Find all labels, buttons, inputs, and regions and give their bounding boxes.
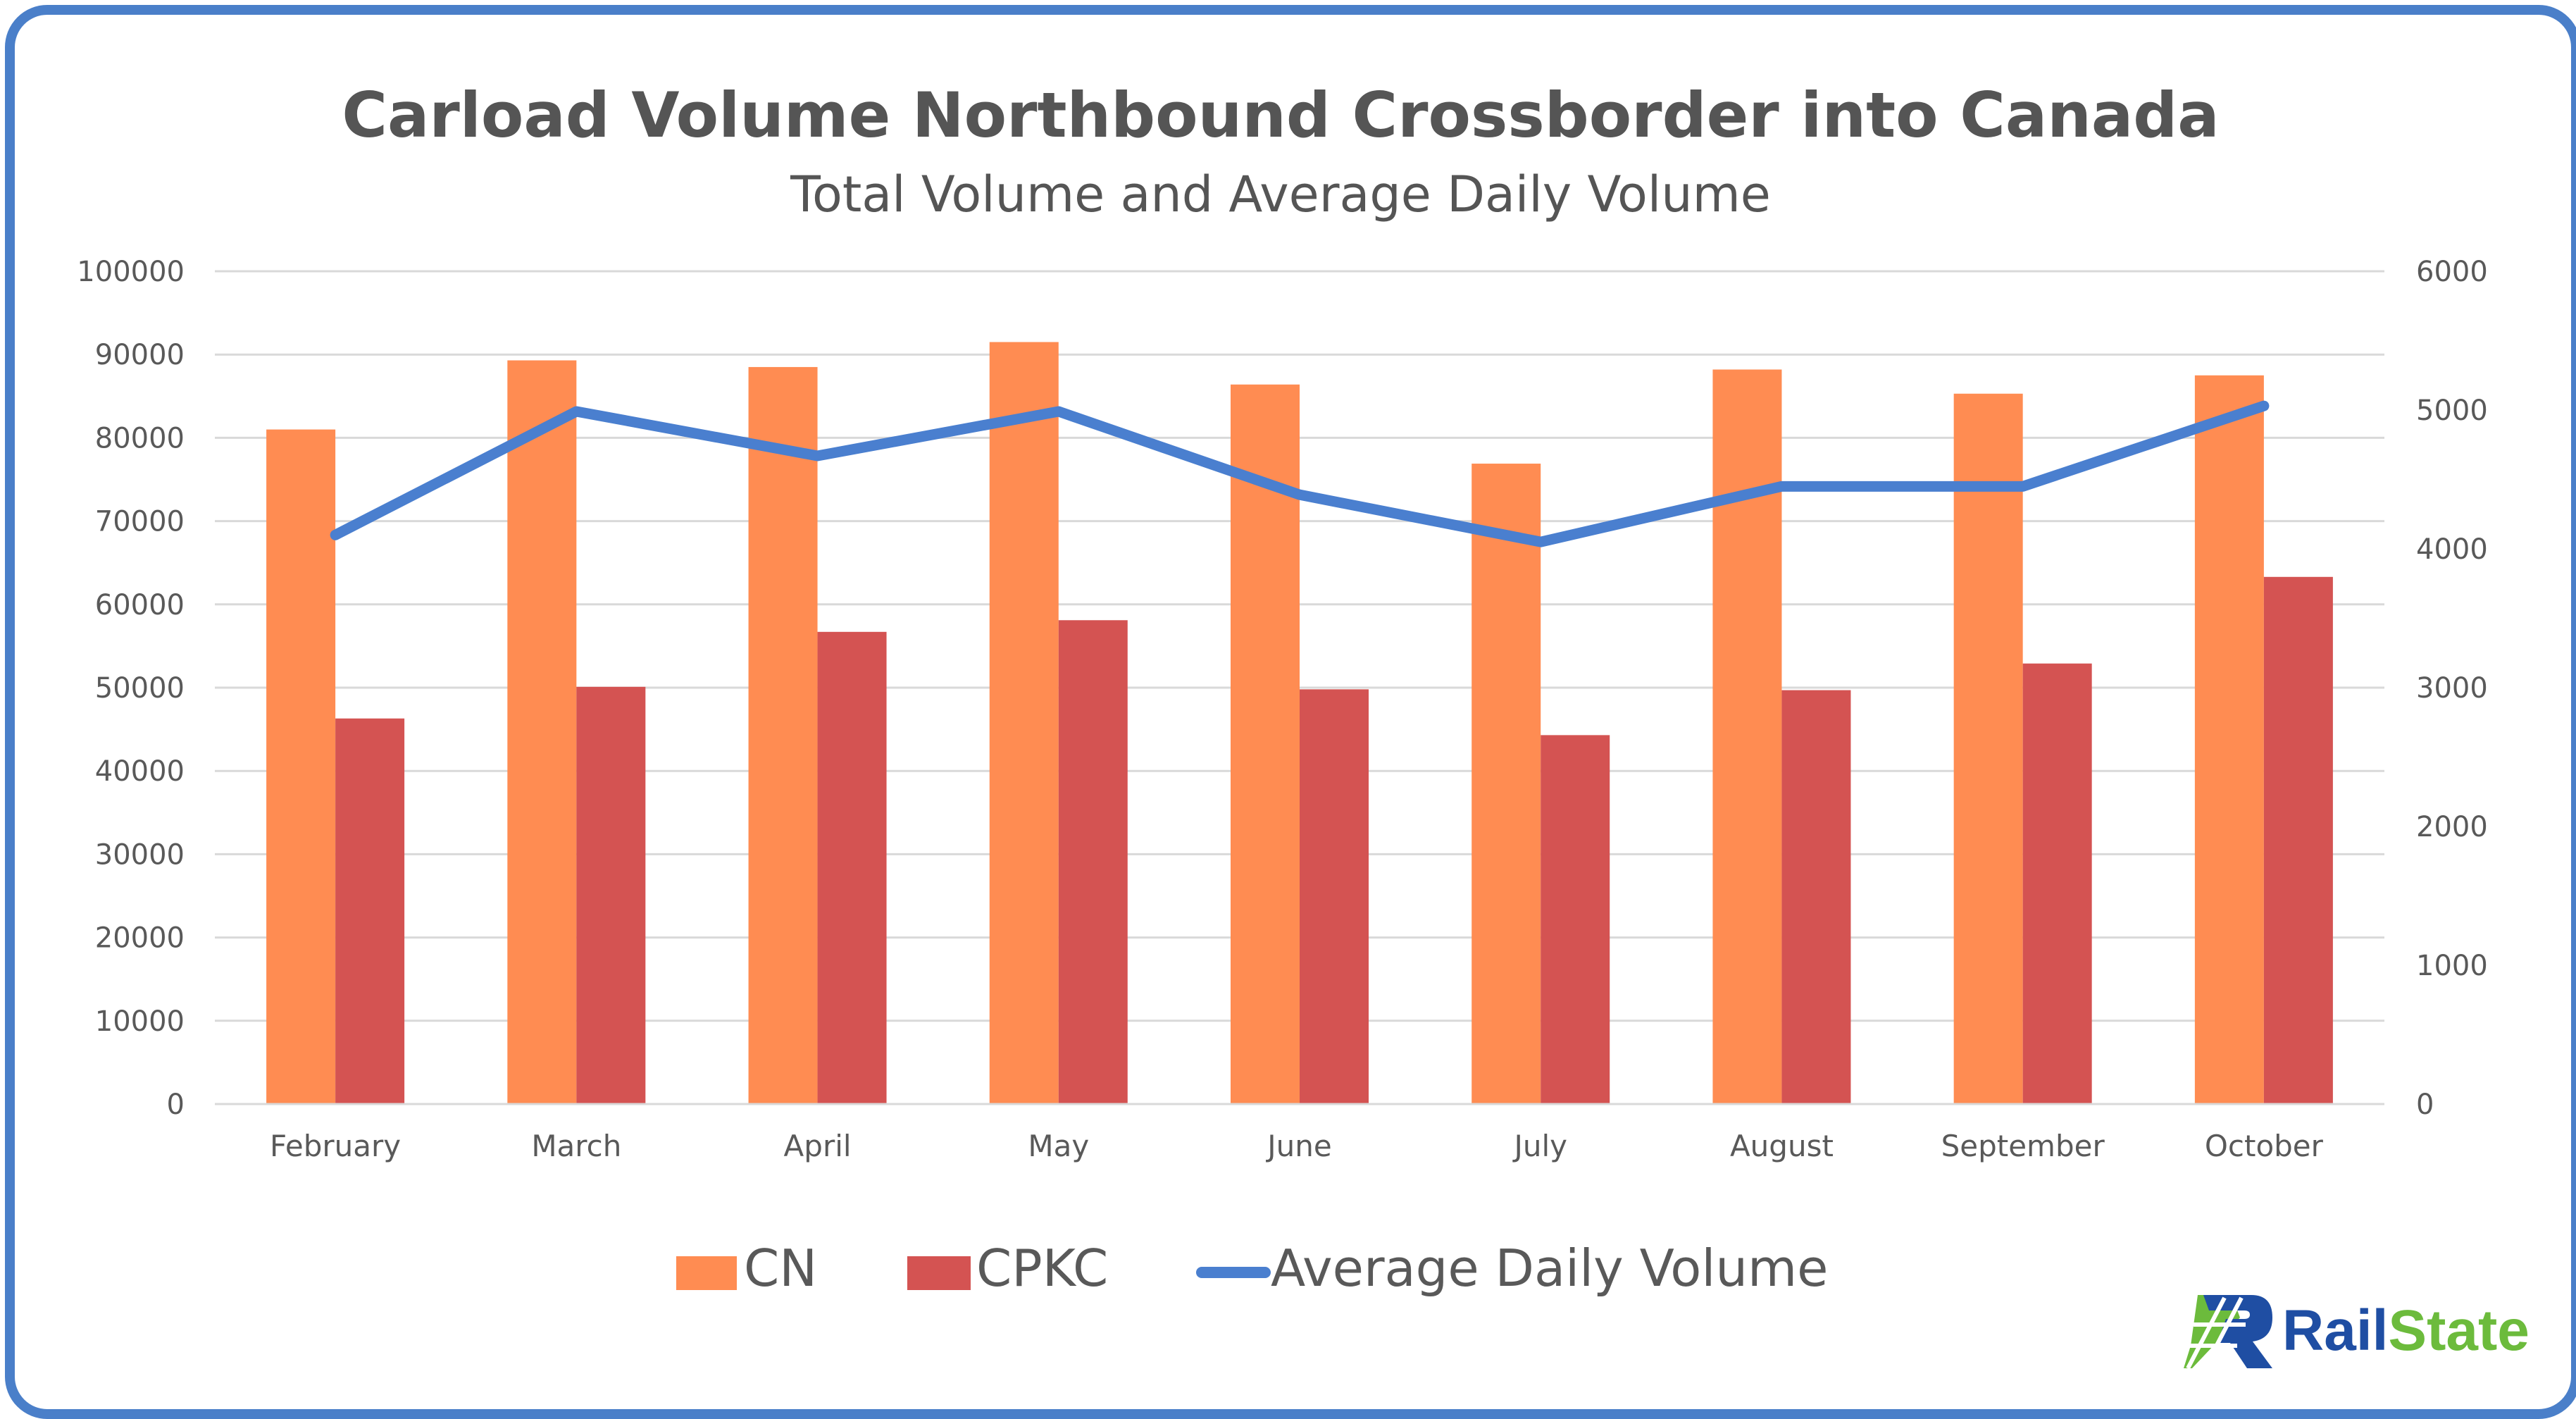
legend: CN CPKC Average Daily Volume: [676, 1239, 1828, 1298]
category-label: July: [1512, 1129, 1567, 1163]
legend-label-cpkc: CPKC: [976, 1239, 1108, 1298]
right-tick-label: 3000: [2416, 672, 2488, 705]
right-tick-label: 2000: [2416, 811, 2488, 843]
left-axis-ticks: 0 10000 20000 30000 40000 50000 60000 70000 8000…: [77, 256, 185, 1121]
bar-cn-september: [1953, 393, 2023, 1104]
right-tick-label: 4000: [2416, 533, 2488, 566]
svg-text:RailState: RailState: [2282, 1299, 2530, 1363]
bar-cpkc-august: [1781, 690, 1851, 1104]
railstate-logo-icon: [2184, 1295, 2272, 1370]
bar-cn-june: [1231, 384, 1300, 1104]
bar-cn-august: [1712, 369, 1782, 1104]
right-tick-label: 5000: [2416, 395, 2488, 427]
railstate-logo: RailState: [2184, 1295, 2530, 1370]
line-point-february: [335, 534, 336, 535]
left-tick-label: 70000: [95, 506, 185, 538]
line-point-june: [1299, 494, 1300, 495]
line-point-august: [1781, 485, 1782, 487]
right-axis-ticks: 0 1000 2000 3000 4000 5000 6000: [2416, 256, 2488, 1121]
logo-text-state: State: [2388, 1299, 2530, 1363]
logo-text-rail: Rail: [2282, 1299, 2388, 1363]
chart-subtitle: Total Volume and Average Daily Volume: [790, 166, 1771, 223]
line-point-october: [2263, 405, 2265, 407]
bar-cn-february: [266, 429, 336, 1104]
category-label: September: [1941, 1129, 2105, 1163]
line-point-april: [817, 455, 819, 457]
bar-cpkc-february: [335, 718, 405, 1104]
bar-cpkc-july: [1541, 735, 1610, 1104]
bar-cpkc-october: [2263, 576, 2333, 1104]
chart-title: Carload Volume Northbound Crossborder in…: [342, 79, 2219, 151]
left-tick-label: 90000: [95, 339, 185, 371]
average-daily-volume-line: [330, 400, 2270, 547]
left-tick-label: 100000: [77, 256, 185, 288]
line-point-july: [1540, 541, 1541, 543]
left-tick-label: 40000: [95, 755, 185, 788]
legend-swatch-cpkc: [907, 1256, 971, 1290]
category-label: May: [1028, 1129, 1089, 1163]
legend-swatch-cn: [676, 1256, 737, 1290]
average-daily-volume-polyline: [330, 400, 2270, 547]
category-labels: February March April May June July August Septe…: [270, 1129, 2324, 1163]
right-tick-label: 6000: [2416, 256, 2488, 288]
left-tick-label: 20000: [95, 922, 185, 955]
bar-cpkc-may: [1058, 620, 1128, 1104]
category-label: April: [784, 1129, 852, 1163]
bar-cn-march: [507, 360, 577, 1104]
legend-label-cn: CN: [744, 1239, 817, 1298]
category-label: June: [1265, 1129, 1331, 1163]
bar-cn-may: [989, 342, 1059, 1105]
left-tick-label: 10000: [95, 1005, 185, 1038]
line-point-september: [2022, 485, 2024, 487]
category-label: March: [531, 1129, 621, 1163]
bar-cpkc-march: [576, 686, 646, 1104]
right-tick-label: 0: [2416, 1089, 2434, 1121]
category-label: August: [1730, 1129, 1834, 1163]
left-tick-label: 60000: [95, 589, 185, 621]
left-tick-label: 0: [167, 1089, 185, 1121]
left-tick-label: 30000: [95, 838, 185, 871]
line-point-may: [1058, 411, 1059, 412]
right-tick-label: 1000: [2416, 950, 2488, 982]
line-point-march: [575, 411, 577, 412]
bar-cpkc-june: [1300, 689, 1369, 1104]
left-tick-label: 80000: [95, 422, 185, 454]
bar-cn-october: [2194, 375, 2264, 1104]
bars: [215, 342, 2384, 1105]
bar-cn-april: [748, 366, 818, 1105]
category-label: February: [270, 1129, 401, 1163]
bar-cpkc-april: [817, 631, 887, 1104]
category-label: October: [2205, 1129, 2324, 1163]
bar-cn-july: [1471, 464, 1541, 1104]
legend-label-average-daily-volume: Average Daily Volume: [1271, 1239, 1828, 1298]
left-tick-label: 50000: [95, 672, 185, 705]
bar-cpkc-september: [2022, 663, 2092, 1104]
